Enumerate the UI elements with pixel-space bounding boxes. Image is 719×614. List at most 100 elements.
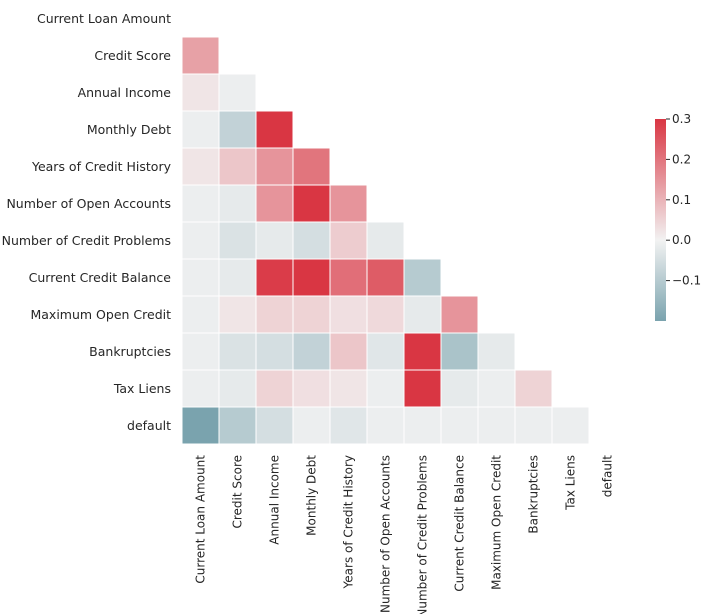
heatmap-cell-7-4 <box>330 259 367 296</box>
heatmap-cell-10-5 <box>367 370 404 407</box>
heatmap-cell-10-1 <box>219 370 256 407</box>
heatmap-cell-7-0 <box>182 259 219 296</box>
heatmap-cell-9-1 <box>219 333 256 370</box>
heatmap-cell-11-5 <box>367 407 404 444</box>
heatmap-cell-6-0 <box>182 222 219 259</box>
heatmap-cell-10-6 <box>404 370 441 407</box>
heatmap-cell-11-4 <box>330 407 367 444</box>
heatmap-cell-10-8 <box>478 370 515 407</box>
heatmap-cell-11-0 <box>182 407 219 444</box>
heatmap-cell-4-1 <box>219 148 256 185</box>
heatmap-cell-10-9 <box>515 370 552 407</box>
heatmap-cell-8-4 <box>330 296 367 333</box>
heatmap-cell-10-7 <box>441 370 478 407</box>
heatmap-cell-9-8 <box>478 333 515 370</box>
heatmap-cell-8-6 <box>404 296 441 333</box>
heatmap-cell-6-1 <box>219 222 256 259</box>
heatmap-cell-3-2 <box>256 111 293 148</box>
heatmap-cell-6-2 <box>256 222 293 259</box>
y-label: Current Credit Balance <box>29 270 172 285</box>
heatmap-cell-8-1 <box>219 296 256 333</box>
heatmap-cell-7-5 <box>367 259 404 296</box>
colorbar: 0.3 0.2 0.1 0.0 −0.1 <box>655 112 701 321</box>
heatmap-cell-8-3 <box>293 296 330 333</box>
x-label: Credit Score <box>231 455 245 529</box>
x-label: Number of Open Accounts <box>379 455 393 613</box>
heatmap-cell-7-3 <box>293 259 330 296</box>
heatmap-cell-11-2 <box>256 407 293 444</box>
x-label: Bankruptcies <box>527 455 541 534</box>
heatmap-cell-10-0 <box>182 370 219 407</box>
heatmap-cell-4-3 <box>293 148 330 185</box>
heatmap-cell-5-4 <box>330 185 367 222</box>
heatmap-cell-1-0 <box>182 37 219 74</box>
x-label: Monthly Debt <box>305 455 319 536</box>
x-label: Current Credit Balance <box>453 455 467 592</box>
heatmap-cell-9-3 <box>293 333 330 370</box>
y-label: Current Loan Amount <box>37 11 171 26</box>
y-label: Tax Liens <box>113 381 171 396</box>
heatmap-cell-2-1 <box>219 74 256 111</box>
heatmap-cell-10-2 <box>256 370 293 407</box>
heatmap-cell-6-3 <box>293 222 330 259</box>
colorbar-tick-label: −0.1 <box>672 274 701 288</box>
y-label: default <box>127 418 171 433</box>
colorbar-tick-label: 0.1 <box>672 193 691 207</box>
x-label: Current Loan Amount <box>194 455 208 584</box>
y-label: Annual Income <box>78 85 172 100</box>
y-label: Maximum Open Credit <box>30 307 171 322</box>
heatmap-cell-5-0 <box>182 185 219 222</box>
heatmap-cell-9-0 <box>182 333 219 370</box>
heatmap-cell-3-1 <box>219 111 256 148</box>
heatmap-cell-2-0 <box>182 74 219 111</box>
heatmap-cell-8-0 <box>182 296 219 333</box>
heatmap-cell-11-6 <box>404 407 441 444</box>
heatmap-cell-5-3 <box>293 185 330 222</box>
heatmap-cell-6-5 <box>367 222 404 259</box>
heatmap-cell-11-10 <box>552 407 589 444</box>
heatmap-cells <box>182 37 589 444</box>
heatmap-cell-11-9 <box>515 407 552 444</box>
heatmap-cell-7-2 <box>256 259 293 296</box>
x-label: Annual Income <box>268 455 282 545</box>
colorbar-gradient <box>655 119 666 321</box>
heatmap-cell-8-7 <box>441 296 478 333</box>
heatmap-cell-5-1 <box>219 185 256 222</box>
heatmap-cell-6-4 <box>330 222 367 259</box>
x-axis-labels: Current Loan Amount Credit Score Annual In… <box>194 455 615 614</box>
heatmap-cell-11-1 <box>219 407 256 444</box>
heatmap-cell-8-5 <box>367 296 404 333</box>
y-label: Number of Open Accounts <box>6 196 171 211</box>
y-label: Bankruptcies <box>89 344 171 359</box>
heatmap-cell-11-3 <box>293 407 330 444</box>
colorbar-tick-label: 0.0 <box>672 233 691 247</box>
heatmap-cell-7-1 <box>219 259 256 296</box>
heatmap-cell-11-7 <box>441 407 478 444</box>
heatmap-cell-10-4 <box>330 370 367 407</box>
y-axis-labels: Current Loan Amount Credit Score Annual In… <box>2 11 172 433</box>
heatmap-cell-3-0 <box>182 111 219 148</box>
colorbar-tick-label: 0.3 <box>672 112 691 126</box>
heatmap-cell-9-5 <box>367 333 404 370</box>
heatmap-cell-9-2 <box>256 333 293 370</box>
x-label: Tax Liens <box>564 455 578 511</box>
heatmap-cell-5-2 <box>256 185 293 222</box>
x-label: default <box>601 455 615 498</box>
y-label: Number of Credit Problems <box>2 233 171 248</box>
heatmap-cell-10-3 <box>293 370 330 407</box>
x-label: Maximum Open Credit <box>490 455 504 590</box>
heatmap-cell-7-6 <box>404 259 441 296</box>
heatmap-cell-9-4 <box>330 333 367 370</box>
x-label: Number of Credit Problems <box>416 455 430 614</box>
y-label: Credit Score <box>94 48 171 63</box>
y-label: Years of Credit History <box>31 159 172 174</box>
heatmap-cell-4-2 <box>256 148 293 185</box>
colorbar-tick-label: 0.2 <box>672 152 691 166</box>
heatmap-cell-8-2 <box>256 296 293 333</box>
x-label: Years of Credit History <box>342 455 356 589</box>
heatmap-cell-9-7 <box>441 333 478 370</box>
y-label: Monthly Debt <box>87 122 171 137</box>
heatmap-cell-4-0 <box>182 148 219 185</box>
heatmap-cell-11-8 <box>478 407 515 444</box>
